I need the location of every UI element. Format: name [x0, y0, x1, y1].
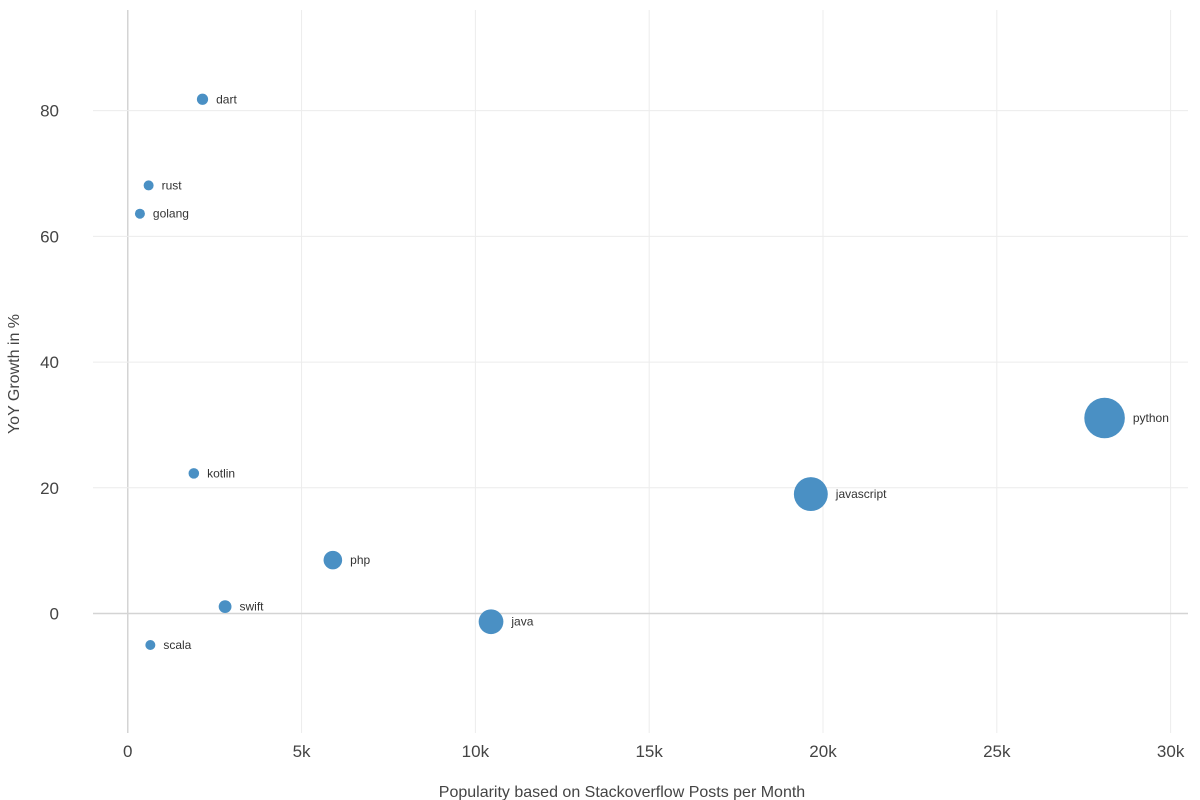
point-label: dart	[216, 92, 237, 106]
y-tick-label: 0	[50, 605, 59, 624]
point-label: swift	[239, 600, 264, 614]
point-label: java	[510, 615, 533, 629]
data-point-python[interactable]: python	[1084, 397, 1169, 439]
x-tick-label: 25k	[983, 742, 1011, 761]
point-label: rust	[162, 178, 183, 192]
point-label: scala	[163, 638, 191, 652]
point-label: python	[1133, 411, 1169, 425]
data-point-swift[interactable]: swift	[218, 600, 264, 614]
x-tick-label: 0	[123, 742, 132, 761]
data-point-dart[interactable]: dart	[196, 92, 238, 106]
data-points: dart rust golang kotlin php swift scala java jav…	[134, 92, 1169, 652]
y-tick-label: 60	[40, 227, 59, 246]
data-point-php[interactable]: php	[323, 550, 371, 570]
data-point-rust[interactable]: rust	[143, 178, 183, 192]
data-point-golang[interactable]: golang	[134, 207, 189, 221]
x-tick-label: 30k	[1157, 742, 1185, 761]
bubble-marker[interactable]	[218, 600, 232, 614]
point-label: golang	[153, 207, 189, 221]
bubble-marker[interactable]	[1084, 397, 1125, 439]
point-label: javascript	[835, 487, 887, 501]
tick-labels: 0 5k 10k 15k 20k 25k 30k 0 20 40 60 80	[40, 102, 1185, 761]
bubble-marker[interactable]	[143, 180, 154, 191]
x-axis-title: Popularity based on Stackoverflow Posts …	[439, 784, 805, 800]
bubble-marker[interactable]	[145, 639, 156, 650]
bubble-marker[interactable]	[188, 468, 200, 479]
x-tick-label: 5k	[293, 742, 311, 761]
y-axis-title: YoY Growth in %	[6, 314, 23, 434]
point-label: php	[350, 553, 370, 567]
y-tick-label: 20	[40, 479, 59, 498]
data-point-java[interactable]: java	[478, 609, 534, 635]
bubble-marker[interactable]	[323, 550, 343, 570]
bubble-marker[interactable]	[196, 93, 209, 105]
data-point-kotlin[interactable]: kotlin	[188, 466, 236, 480]
x-tick-label: 10k	[462, 742, 490, 761]
data-point-javascript[interactable]: javascript	[793, 477, 887, 512]
grid	[93, 10, 1188, 733]
bubble-marker[interactable]	[793, 477, 828, 512]
bubble-marker[interactable]	[478, 609, 504, 635]
x-tick-label: 20k	[809, 742, 837, 761]
data-point-scala[interactable]: scala	[145, 638, 192, 652]
bubble-marker[interactable]	[134, 208, 145, 219]
y-tick-label: 80	[40, 102, 59, 121]
point-label: kotlin	[207, 466, 235, 480]
y-tick-label: 40	[40, 353, 59, 372]
x-tick-label: 15k	[635, 742, 663, 761]
